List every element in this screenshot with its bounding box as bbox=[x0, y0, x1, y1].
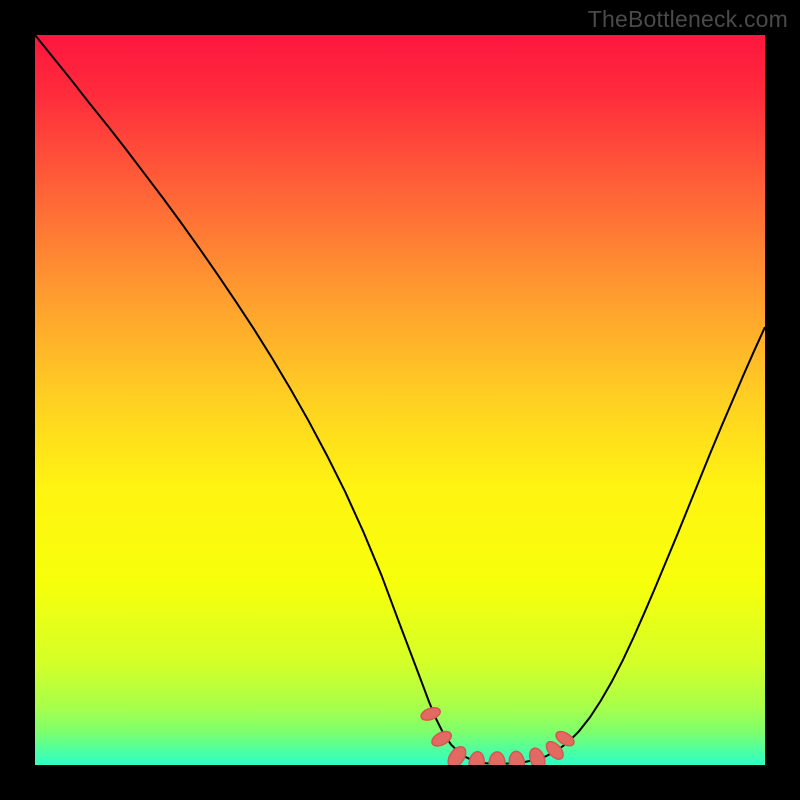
bottleneck-curve bbox=[35, 35, 765, 764]
chart-frame: TheBottleneck.com bbox=[0, 0, 800, 800]
curve-marker bbox=[527, 746, 548, 765]
plot-area bbox=[35, 35, 765, 765]
curve-marker bbox=[468, 751, 486, 765]
curve-marker bbox=[419, 705, 442, 722]
watermark-text: TheBottleneck.com bbox=[588, 6, 788, 33]
curve-marker bbox=[489, 752, 505, 765]
curve-marker bbox=[430, 728, 454, 748]
curve-marker bbox=[445, 744, 470, 765]
curve-markers bbox=[419, 705, 576, 765]
curve-marker bbox=[508, 751, 525, 765]
chart-svg bbox=[35, 35, 765, 765]
